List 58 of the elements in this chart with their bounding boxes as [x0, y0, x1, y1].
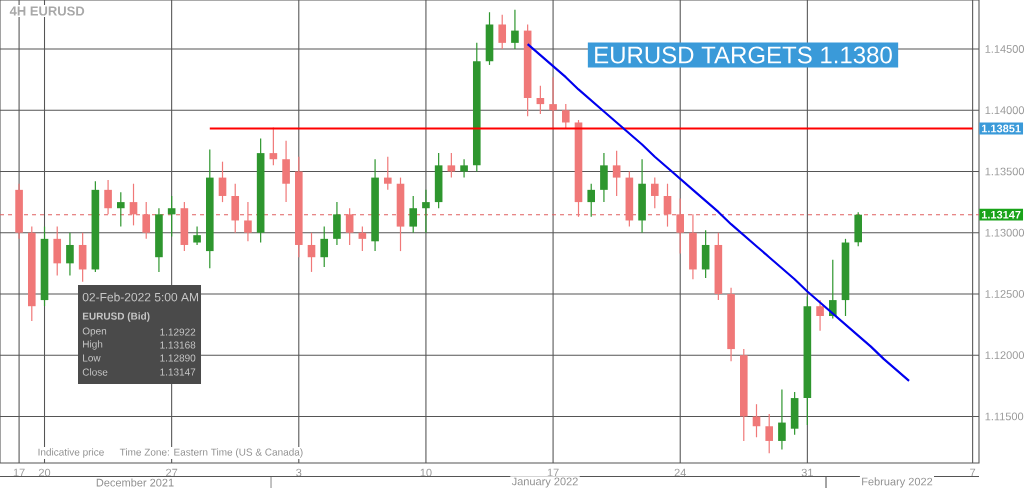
candlestick — [612, 150, 621, 197]
annotation: EURUSD (Bid) — [82, 312, 150, 322]
candlestick — [142, 201, 151, 240]
candlestick — [752, 403, 761, 438]
annotation: Close — [82, 368, 108, 376]
candlestick — [193, 226, 201, 246]
candlestick — [218, 161, 227, 203]
candlestick — [116, 191, 125, 228]
candlestick — [498, 14, 507, 50]
x-tick-label: 17 — [13, 468, 25, 477]
text: December 2021 — [96, 478, 174, 487]
data-label: 1.13851 — [981, 124, 1021, 133]
candlestick — [244, 201, 252, 242]
candlestick — [345, 207, 354, 246]
candlestick — [828, 259, 837, 320]
annotation: 1.12922 — [160, 328, 196, 336]
chart-subtitle: 4H EURUSD — [9, 6, 85, 16]
annotation: Low — [83, 354, 101, 362]
text: January 2022 — [511, 477, 578, 488]
y-tick-label: 1.13500 — [985, 167, 1024, 176]
candlestick — [409, 195, 418, 234]
candlestick — [104, 179, 112, 215]
y-tick-label: 1.14500 — [985, 45, 1024, 53]
y-tick-label: 1.13000 — [985, 228, 1024, 237]
text: February 2022 — [862, 477, 933, 488]
candlestick — [816, 299, 824, 332]
annotation: 1.13168 — [160, 341, 196, 349]
text: EURUSD TARGETS 1.1380 — [595, 46, 892, 64]
candlestick — [587, 183, 596, 218]
candlestick — [383, 156, 392, 191]
annotation: Time Zone: Eastern Time (US & Canada) — [119, 448, 303, 458]
candlestick — [549, 76, 557, 130]
annotation: High — [83, 340, 103, 350]
candlestick — [561, 103, 570, 130]
ref-line-label: 1.13147 — [981, 210, 1021, 219]
annotation: Indicative price — [38, 448, 104, 458]
candlestick — [307, 232, 316, 273]
y-tick-label: 1.14000 — [985, 106, 1024, 115]
candlestick — [66, 232, 74, 277]
candlestick — [511, 9, 519, 50]
candlestick — [765, 413, 774, 454]
annotation: 02-Feb-2022 5:00 AM — [82, 292, 198, 302]
y-tick-label: 1.12000 — [985, 351, 1024, 360]
candlestick — [422, 189, 430, 234]
candlestick — [663, 183, 672, 228]
candlestick — [320, 226, 329, 268]
candlestick — [650, 177, 659, 209]
candlestick — [460, 158, 468, 179]
candlestick — [676, 197, 685, 255]
x-tick-label: 17 — [547, 468, 559, 477]
candlestick — [129, 183, 138, 226]
annotation: Open — [82, 327, 107, 337]
y-tick-label: 1.11500 — [985, 412, 1024, 421]
candlestick — [778, 388, 786, 451]
y-tick-label: 1.12500 — [985, 290, 1024, 298]
annotation: 1.13147 — [160, 368, 196, 376]
x-tick-label: 7 — [970, 468, 976, 477]
annotation: 1.12890 — [160, 354, 196, 362]
